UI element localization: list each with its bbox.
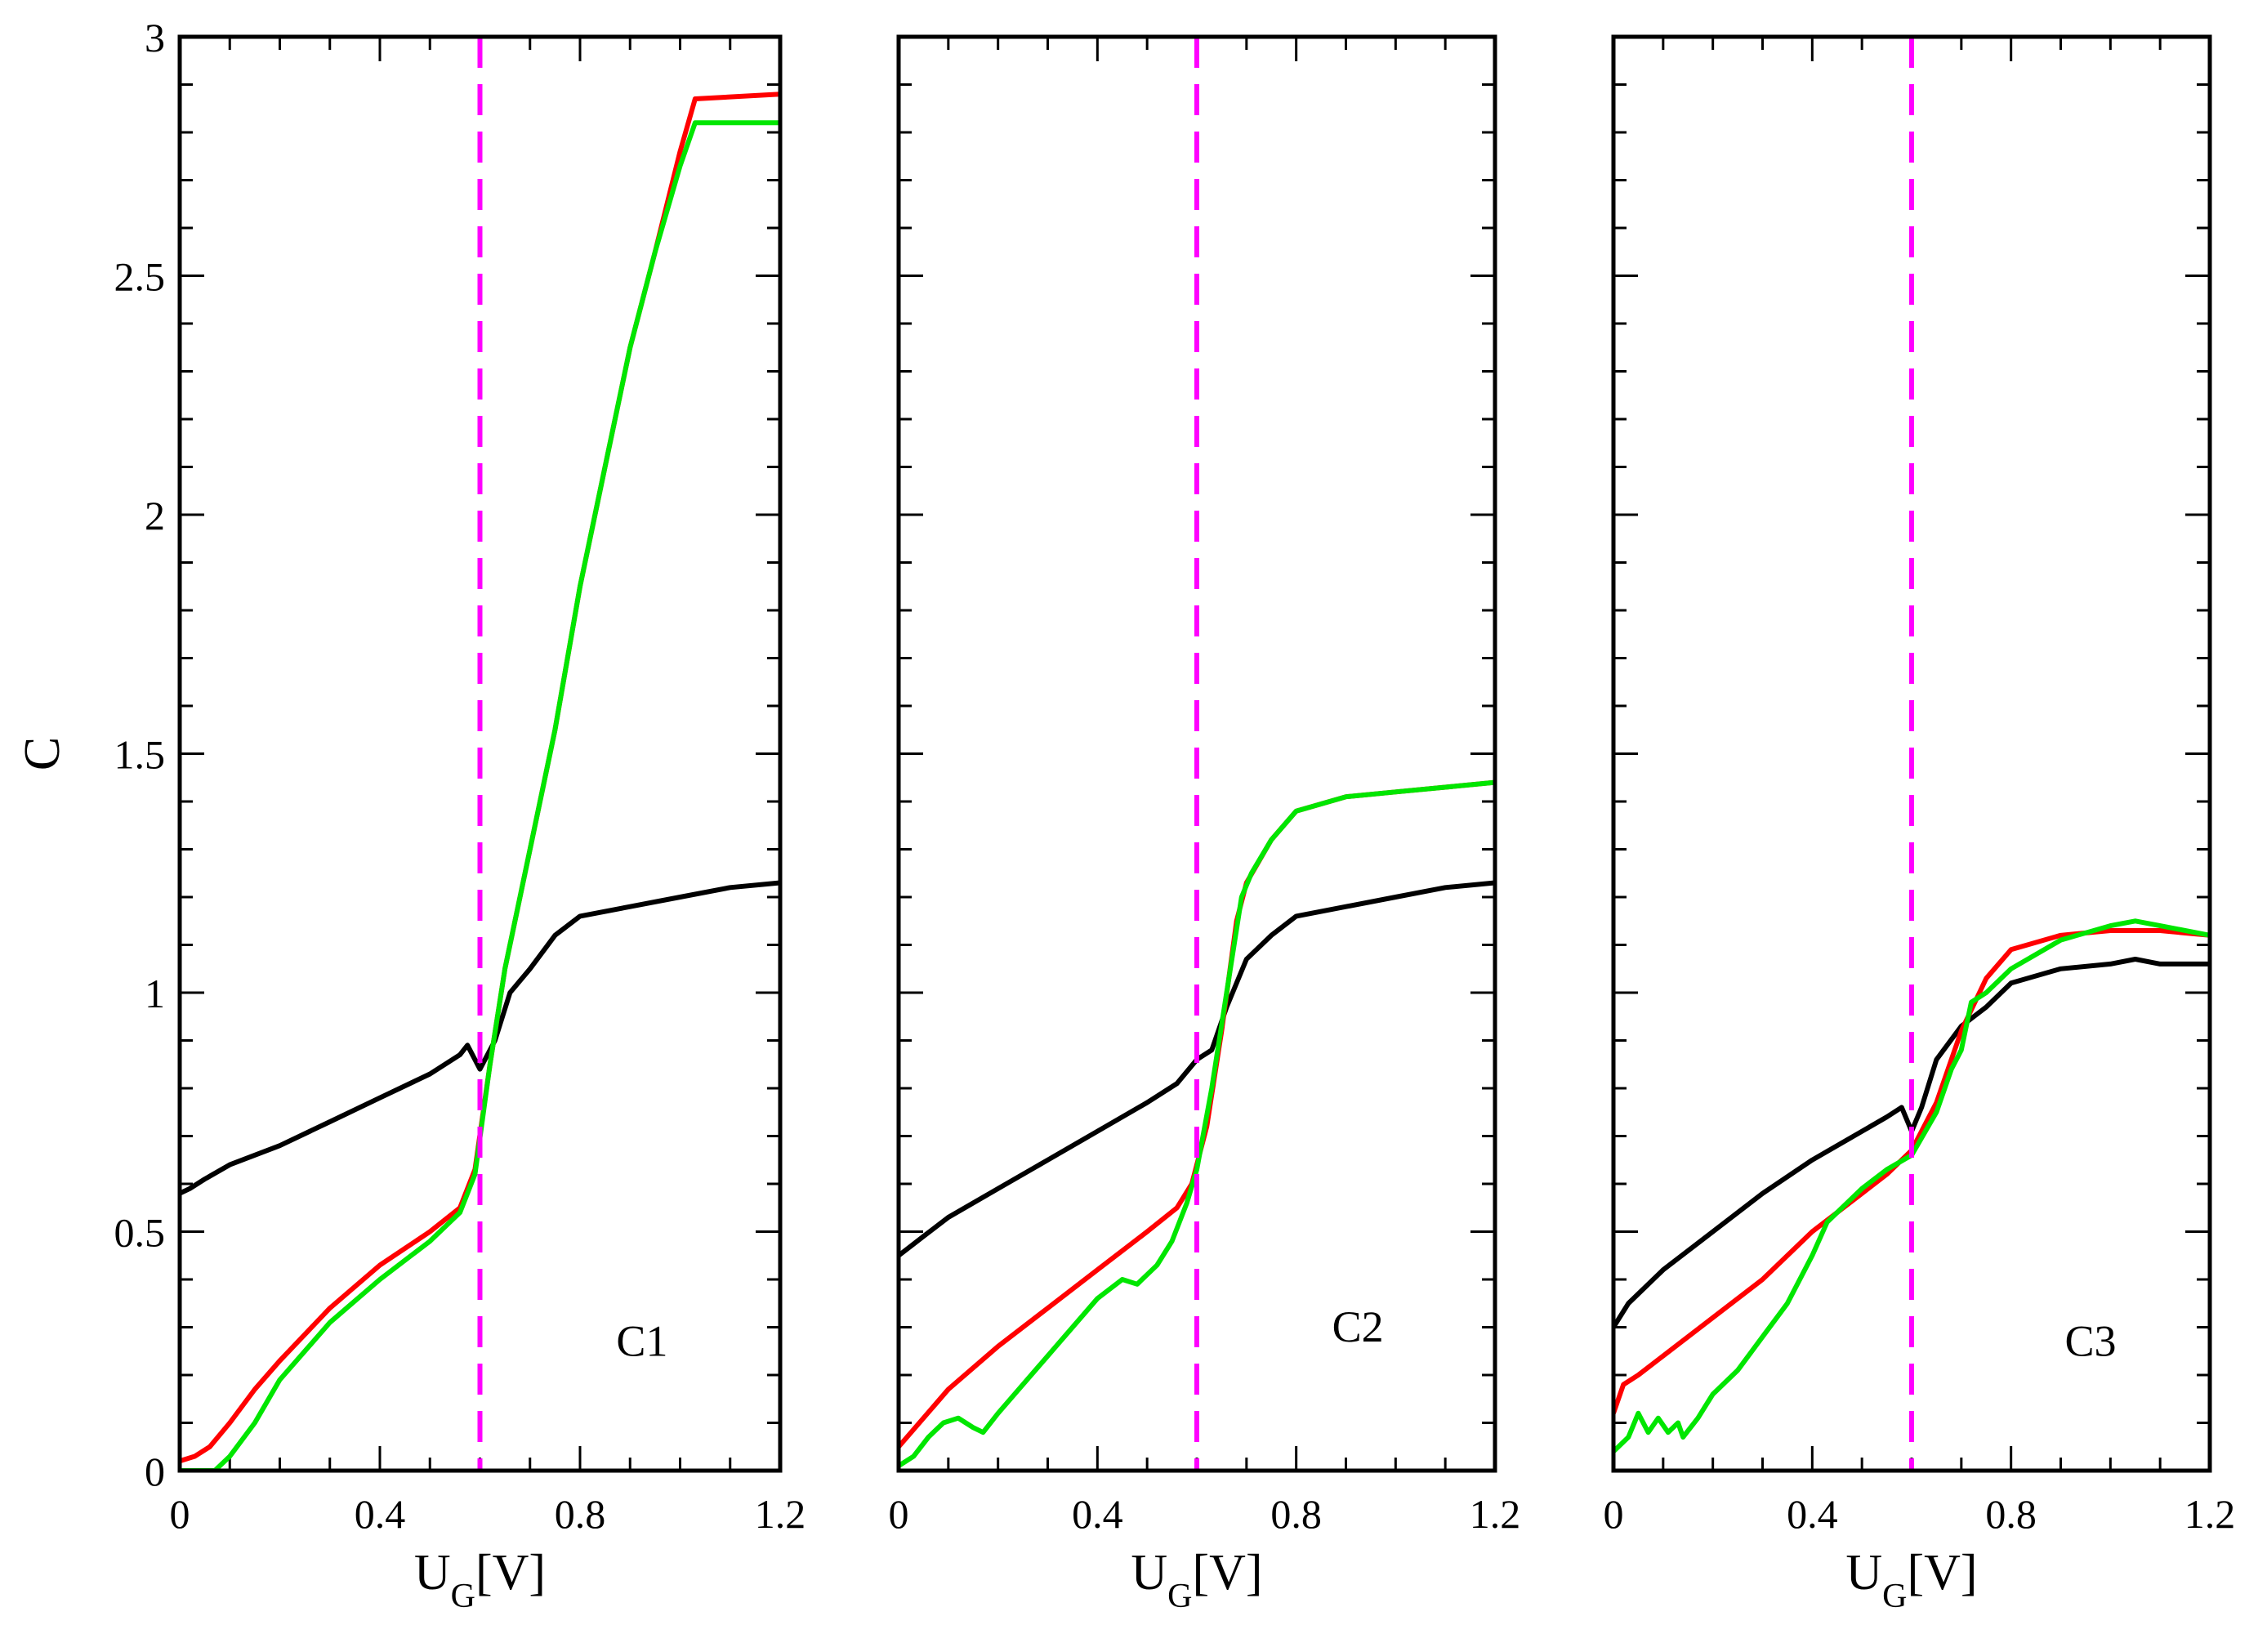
x-tick-label: 0.4 [1787, 1491, 1838, 1537]
plot-frame [1611, 34, 2212, 1473]
y-tick-label: 3 [145, 15, 165, 60]
series-line-black [899, 880, 1495, 1258]
panel-3: 0 0.4 0.8 1.2 C3 UG[V] [1604, 34, 2236, 1615]
panel-label: C2 [1332, 1302, 1384, 1351]
plot-area [1613, 37, 2210, 1471]
y-tick-label: 1.5 [114, 732, 166, 778]
series-line-green [180, 120, 780, 1471]
y-tick-label: 1 [145, 971, 165, 1016]
y-tick-label: 0 [145, 1449, 165, 1494]
series-line-green [899, 779, 1495, 1468]
x-tick-label: 1.2 [2184, 1491, 2236, 1537]
x-tick-label: 0.8 [555, 1491, 606, 1537]
panel-1: 0 0.4 0.8 1.2 0 0.5 1 1.5 2 2.5 3 C1 UG[V] C [15, 15, 805, 1615]
x-axis-title: UG[V] [1131, 1545, 1262, 1615]
x-tick-label: 0.8 [1985, 1491, 2037, 1537]
panel-label: C3 [2064, 1317, 2116, 1366]
plot-frame [177, 34, 783, 1473]
series-line-black [180, 880, 780, 1196]
x-tick-label: 1.2 [755, 1491, 806, 1537]
x-tick-label: 0 [1604, 1491, 1624, 1537]
x-tick-label: 0.4 [355, 1491, 406, 1537]
plot-area [899, 37, 1495, 1471]
y-tick-label: 0.5 [114, 1210, 166, 1256]
series-line-black [1613, 957, 2210, 1329]
x-tick-label: 0.4 [1072, 1491, 1123, 1537]
x-tick-label: 0 [889, 1491, 909, 1537]
x-tick-label: 0.8 [1270, 1491, 1322, 1537]
x-axis-title: UG[V] [414, 1545, 546, 1615]
panel-2: 0 0.4 0.8 1.2 C2 UG[V] [889, 34, 1521, 1615]
y-tick-label: 2.5 [114, 254, 166, 300]
panel-label: C1 [616, 1317, 667, 1366]
y-tick-label: 2 [145, 493, 165, 538]
x-axis-title: UG[V] [1845, 1545, 1977, 1615]
series-line-green [1613, 918, 2210, 1453]
plot-frame [896, 34, 1497, 1473]
x-tick-label: 1.2 [1470, 1491, 1521, 1537]
x-tick-label: 0 [170, 1491, 190, 1537]
y-axis-title: C [15, 737, 70, 770]
plot-area [180, 37, 780, 1471]
